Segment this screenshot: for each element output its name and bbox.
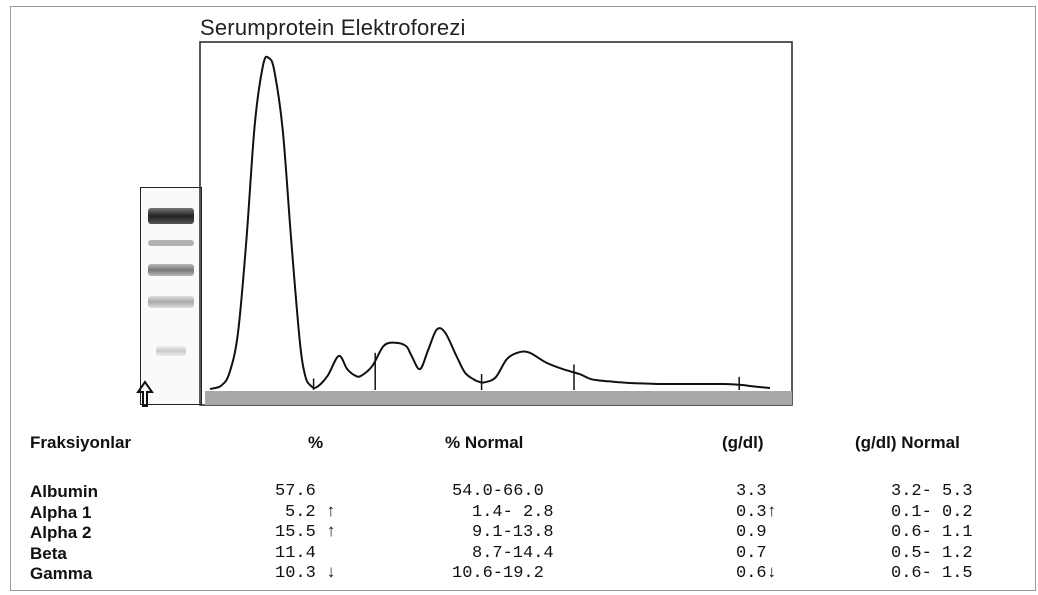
row-gdl-normal: 0.5- 1.2	[891, 543, 973, 563]
gel-band-alpha2	[148, 264, 194, 276]
percent-normal-column: 54.0-66.0 1.4- 2.8 9.1-13.8 8.7-14.4 10.…	[452, 482, 554, 585]
header-percent-normal: % Normal	[445, 433, 524, 452]
row-fraction-label: Albumin	[30, 482, 98, 501]
row-gdl: 0.7	[736, 543, 767, 563]
row-percent: 5.2 ↑	[285, 502, 337, 522]
gdl-column: 3.3 0.3↑ 0.9 0.7 0.6↓	[736, 482, 777, 585]
row-percent-normal: 54.0-66.0	[452, 482, 544, 501]
header-gdl: (g/dl)	[722, 433, 764, 452]
row-gdl-normal: 0.6- 1.5	[891, 564, 973, 583]
row-percent-normal: 9.1-13.8	[472, 523, 554, 542]
gel-band-albumin	[148, 208, 194, 224]
fraction-column: Albumin Alpha 1 Alpha 2 Beta Gamma	[30, 482, 98, 585]
row-percent-normal: 1.4- 2.8	[472, 502, 554, 522]
densitometry-plot	[199, 41, 793, 406]
densitometry-curve	[209, 55, 771, 390]
row-fraction-label: Beta	[30, 543, 67, 563]
plot-frame	[199, 41, 793, 406]
percent-column: 57.6 5.2 ↑ 15.5 ↑ 11.4 10.3 ↓	[275, 482, 336, 585]
row-gdl: 0.3↑	[736, 502, 777, 522]
row-fraction-label: Gamma	[30, 564, 93, 583]
row-gdl-normal: 3.2- 5.3	[891, 482, 973, 501]
gdl-normal-column: 3.2- 5.3 0.1- 0.2 0.6- 1.1 0.5- 1.2 0.6-…	[891, 482, 973, 585]
gel-band-gamma	[156, 346, 186, 356]
gel-band-alpha1	[148, 240, 194, 246]
electrophoresis-gel-strip	[140, 187, 202, 405]
row-gdl: 0.9	[736, 523, 767, 542]
up-arrow-icon	[136, 380, 154, 407]
row-percent: 11.4	[275, 543, 316, 563]
row-percent-normal: 10.6-19.2	[452, 564, 544, 583]
baseline-bar	[205, 391, 792, 405]
row-gdl: 0.6↓	[736, 564, 777, 583]
row-percent: 57.6	[275, 482, 316, 501]
header-fraction: Fraksiyonlar	[30, 433, 132, 452]
chart-title: Serumprotein Elektroforezi	[200, 15, 466, 40]
row-percent-normal: 8.7-14.4	[472, 543, 554, 563]
row-fraction-label: Alpha 2	[30, 523, 92, 542]
row-gdl-normal: 0.1- 0.2	[891, 502, 973, 522]
row-fraction-label: Alpha 1	[30, 502, 92, 522]
header-percent: %	[308, 433, 324, 452]
row-percent: 10.3 ↓	[275, 564, 337, 583]
row-gdl: 3.3	[736, 482, 767, 501]
row-percent: 15.5 ↑	[275, 523, 337, 542]
row-gdl-normal: 0.6- 1.1	[891, 523, 973, 542]
gel-band-beta	[148, 296, 194, 308]
header-gdl-normal: (g/dl) Normal	[855, 433, 960, 452]
